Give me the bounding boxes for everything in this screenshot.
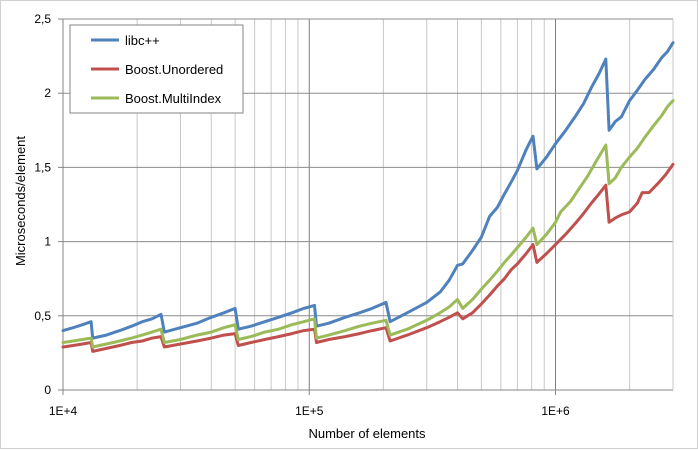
legend-label-libc: libc++ xyxy=(125,33,160,48)
series-line-boost-multiindex xyxy=(61,99,675,349)
x-tick-label: 1E+5 xyxy=(295,404,324,418)
y-tick-label: 2,5 xyxy=(34,12,51,26)
x-axis-label: Number of elements xyxy=(308,426,426,441)
series-lines xyxy=(61,41,675,353)
y-tick-label: 1,5 xyxy=(34,160,51,174)
y-tick-label: 0 xyxy=(44,383,51,397)
x-tick-label: 1E+6 xyxy=(541,404,570,418)
y-tick-label: 1 xyxy=(44,235,51,249)
series-line-boost-unordered xyxy=(61,162,675,353)
tick-labels: 0 0,5 1 1,5 2 2,5 1E+4 1E+5 1E+6 xyxy=(34,12,570,418)
y-tick-label: 2 xyxy=(44,86,51,100)
y-tick-label: 0,5 xyxy=(34,309,51,323)
legend-label-boost-unordered: Boost.Unordered xyxy=(125,62,223,77)
legend: libc++ Boost.Unordered Boost.MultiIndex xyxy=(69,24,244,114)
legend-label-boost-multiindex: Boost.MultiIndex xyxy=(125,91,222,106)
axes xyxy=(58,18,674,395)
x-tick-label: 1E+4 xyxy=(49,404,78,418)
y-axis-label: Microseconds/element xyxy=(13,136,28,266)
series-line-libc xyxy=(61,41,675,340)
